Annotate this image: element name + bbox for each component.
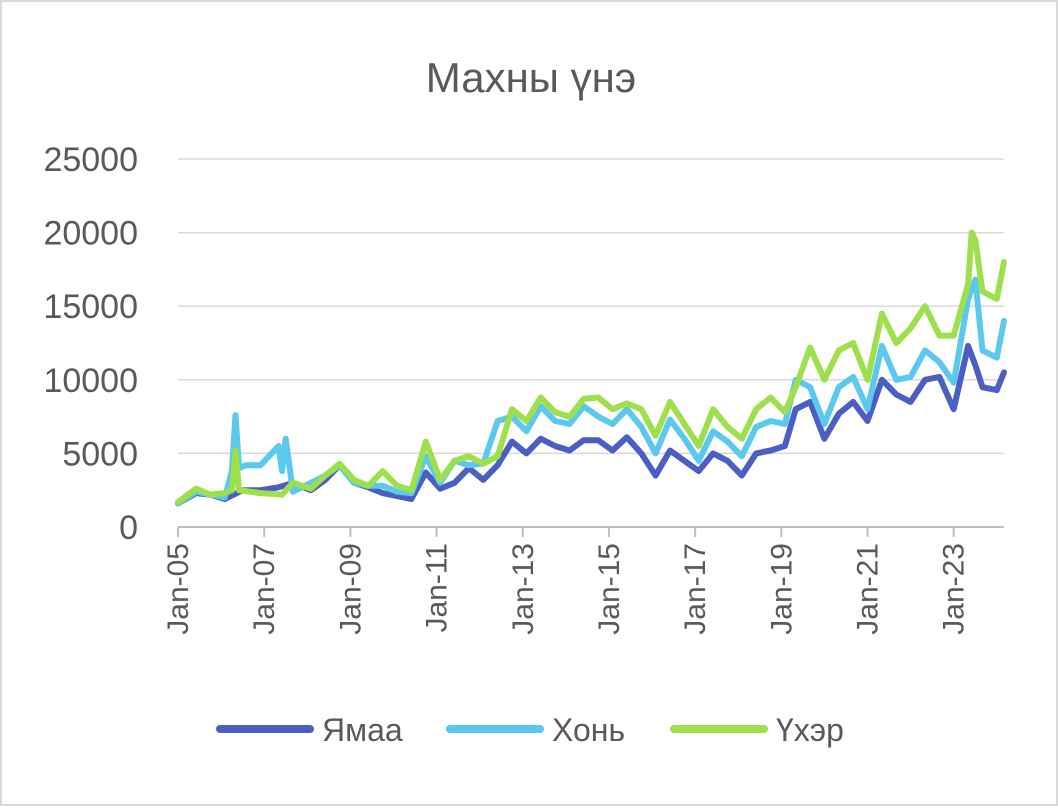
x-tick-label: Jan-23	[938, 543, 971, 635]
y-tick-label: 0	[119, 509, 138, 547]
legend-label-1: Хонь	[552, 712, 625, 748]
legend: Ямаа Хонь Үхэр	[216, 712, 844, 748]
x-tick-label: Jan-07	[248, 543, 281, 635]
x-tick-label: Jan-11	[421, 543, 454, 633]
y-tick-label: 25000	[43, 141, 138, 179]
y-tick-label: 20000	[43, 215, 138, 253]
chart-title: Махны үнэ	[426, 54, 637, 101]
series-lines	[175, 229, 1007, 507]
series-line-0	[175, 342, 1007, 507]
y-axis-ticks: 0 5000 10000 15000 20000 25000	[43, 141, 138, 547]
series-line-1	[175, 276, 1007, 507]
legend-label-2: Үхэр	[776, 712, 844, 748]
y-tick-label: 10000	[43, 362, 138, 400]
x-axis-ticks: Jan-05 Jan-07 Jan-09 Jan-11 Jan-13 Jan-15 Jan-…	[162, 527, 971, 635]
x-tick-label: Jan-09	[334, 543, 367, 635]
y-tick-label: 15000	[43, 288, 138, 326]
x-tick-label: Jan-19	[765, 543, 798, 635]
y-tick-label: 5000	[62, 435, 138, 473]
x-tick-label: Jan-21	[852, 543, 885, 635]
x-tick-label: Jan-05	[162, 543, 195, 635]
x-tick-label: Jan-13	[507, 543, 540, 635]
x-tick-label: Jan-17	[679, 543, 712, 635]
x-tick-label: Jan-15	[593, 543, 626, 635]
series-line-2	[175, 229, 1007, 505]
legend-label-0: Ямаа	[322, 712, 403, 748]
